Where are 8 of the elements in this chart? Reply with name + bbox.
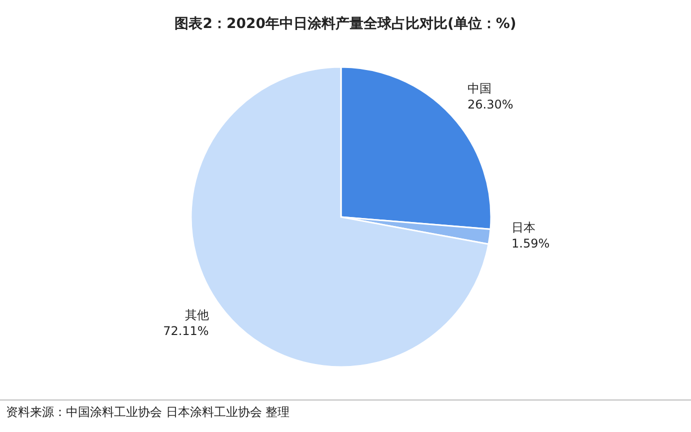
chart-title: 图表2：2020年中日涂料产量全球占比对比(单位：%) xyxy=(174,15,516,32)
text: 资料来源：中国涂料工业协会 日本涂料工业协会 整理 xyxy=(6,405,290,419)
data-label: 72.11% xyxy=(163,324,209,338)
slice-label: 中国 xyxy=(467,81,492,96)
data-label: 1.59% xyxy=(512,236,550,251)
data-label: 26.30% xyxy=(467,97,514,112)
slice-label: 日本 xyxy=(512,220,536,235)
slice-label: 其他 xyxy=(184,308,209,322)
